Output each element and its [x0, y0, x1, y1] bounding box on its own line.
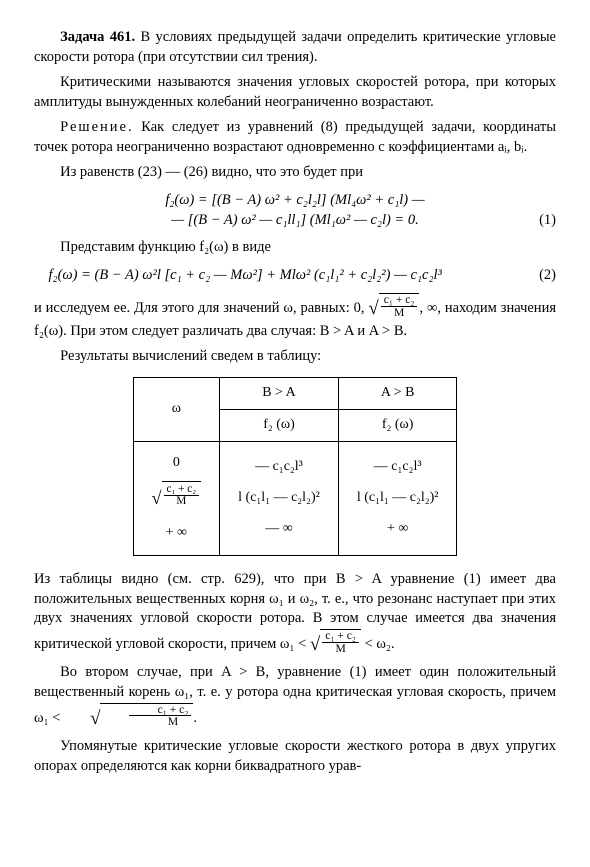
eq2-num: (2) — [539, 266, 556, 286]
results-table: ω B > A A > B f₂ (ω) f₂ (ω) 0 c₁ + c₂M +… — [133, 377, 458, 556]
r1c1: — c₁c₂l³ — [255, 459, 303, 474]
equation-2: f₂(ω) = (B − A) ω²l [c₁ + c₂ — Mω²] + Ml… — [34, 266, 556, 286]
r3c0: + ∞ — [166, 525, 187, 540]
cell-omega-col: 0 c₁ + c₂M + ∞ — [133, 441, 220, 556]
p7b: ω₁ < — [280, 636, 310, 652]
eq1-num: (1) — [539, 211, 556, 231]
r2c1: l (c₁l₁ — c₂l₂)² — [238, 490, 320, 505]
r2c2: l (c₁l₁ — c₂l₂)² — [357, 490, 439, 505]
eq1-line2: — [(B − A) ω² — c₁ll₁] (Ml₁ω² — c₂l) = 0… — [171, 212, 418, 228]
th-f2-2: f₂ (ω) — [338, 409, 457, 441]
cell-col2: — c₁c₂l³ l (c₁l₁ — c₂l₂)² + ∞ — [338, 441, 457, 556]
task-label: Задача 461. — [60, 29, 135, 45]
frac-den-3: M — [322, 643, 359, 656]
para-4: Представим функцию f₂(ω) в виде — [34, 238, 556, 258]
para-3: Из равенств (23) — (26) видно, что это б… — [34, 163, 556, 183]
para-9: Упомянутые критические угловые скорости … — [34, 737, 556, 776]
p8b: . — [193, 710, 197, 726]
solution-label: Решение. — [60, 119, 134, 135]
sqrt-icon-2 — [152, 478, 162, 518]
eq2-body: f₂(ω) = (B − A) ω²l [c₁ + c₂ — Mω²] + Ml… — [49, 267, 442, 283]
frac-den-4: M — [129, 716, 192, 729]
frac-num: c₁ + c₂ — [381, 294, 418, 307]
p7c: < ω₂. — [361, 636, 395, 652]
r1c0: 0 — [173, 455, 180, 470]
frac-num-4: c₁ + c₂ — [129, 704, 192, 717]
eq1-line1: f₂(ω) = [(B − A) ω² + c₂l₂l] (Ml₄ω² + c₁… — [165, 192, 424, 208]
para-2: Решение. Как следует из уравнений (8) пр… — [34, 118, 556, 157]
frac-num-3: c₁ + c₂ — [322, 630, 359, 643]
sqrt-icon-4 — [64, 706, 100, 731]
th-agt: A > B — [338, 377, 457, 409]
th-bgt: B > A — [220, 377, 339, 409]
para-8: Во втором случае, при A > B, уравнение (… — [34, 663, 556, 731]
para-7: Из таблицы видно (см. стр. 629), что при… — [34, 570, 556, 657]
r3c1: — ∞ — [265, 521, 292, 536]
para-6: Результаты вычислений сведем в таблицу: — [34, 347, 556, 367]
frac-den: M — [381, 307, 418, 320]
sqrt-icon — [368, 296, 378, 321]
equation-1: f₂(ω) = [(B − A) ω² + c₂l₂l] (Ml₄ω² + c₁… — [34, 191, 556, 230]
sqrt-icon-3 — [310, 632, 320, 657]
para-5a: и исследуем ее. Для этого для значений ω… — [34, 300, 368, 316]
para-1: Критическими называются значения угловых… — [34, 73, 556, 112]
para-5: и исследуем ее. Для этого для значений ω… — [34, 293, 556, 341]
th-f2-1: f₂ (ω) — [220, 409, 339, 441]
r1c2: — c₁c₂l³ — [374, 459, 422, 474]
th-omega: ω — [133, 377, 220, 441]
cell-col1: — c₁c₂l³ l (c₁l₁ — c₂l₂)² — ∞ — [220, 441, 339, 556]
frac-den-2: M — [164, 496, 200, 508]
task-heading: Задача 461. В условиях предыдущей задачи… — [34, 28, 556, 67]
r3c2: + ∞ — [387, 521, 408, 536]
